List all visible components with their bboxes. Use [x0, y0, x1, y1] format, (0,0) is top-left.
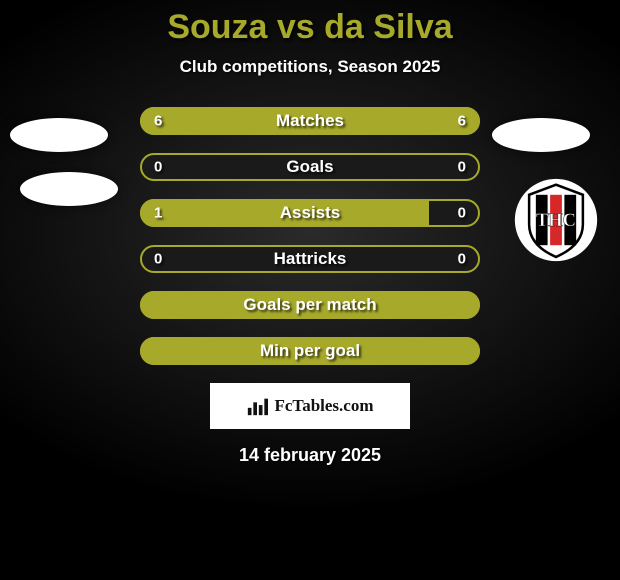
stat-value-right: 0 — [458, 159, 466, 176]
stat-value-left: 0 — [154, 251, 162, 268]
stat-row-goals: Goals 0 0 — [140, 153, 480, 181]
stat-row-hattricks: Hattricks 0 0 — [140, 245, 480, 273]
stat-label: Goals per match — [243, 295, 376, 315]
stat-row-matches: Matches 6 6 — [140, 107, 480, 135]
stat-row-goals-per-match: Goals per match — [140, 291, 480, 319]
stat-value-left: 0 — [154, 159, 162, 176]
page-title: Souza vs da Silva — [0, 0, 620, 47]
footer-attribution: FcTables.com — [210, 383, 410, 429]
team-oval-2 — [20, 172, 118, 206]
footer-text: FcTables.com — [274, 396, 373, 416]
stat-label: Min per goal — [260, 341, 360, 361]
stat-row-min-per-goal: Min per goal — [140, 337, 480, 365]
stat-label: Hattricks — [274, 249, 347, 269]
footer-date: 14 february 2025 — [0, 445, 620, 466]
comparison-rows: Matches66Goals00Assists10Hattricks00Goal… — [140, 107, 480, 365]
stat-value-right: 0 — [458, 205, 466, 222]
stat-value-left: 6 — [154, 113, 162, 130]
svg-text:THC: THC — [536, 210, 576, 230]
shield-icon: THC — [514, 178, 598, 262]
team-oval-0 — [10, 118, 108, 152]
bar-chart-icon — [246, 395, 268, 417]
stat-value-right: 6 — [458, 113, 466, 130]
stat-label: Assists — [280, 203, 340, 223]
subtitle: Club competitions, Season 2025 — [0, 57, 620, 77]
stat-label: Matches — [276, 111, 344, 131]
stat-label: Goals — [286, 157, 333, 177]
stat-value-left: 1 — [154, 205, 162, 222]
stat-value-right: 0 — [458, 251, 466, 268]
club-logo: THC — [514, 178, 598, 262]
stat-row-assists: Assists 1 0 — [140, 199, 480, 227]
team-oval-1 — [492, 118, 590, 152]
